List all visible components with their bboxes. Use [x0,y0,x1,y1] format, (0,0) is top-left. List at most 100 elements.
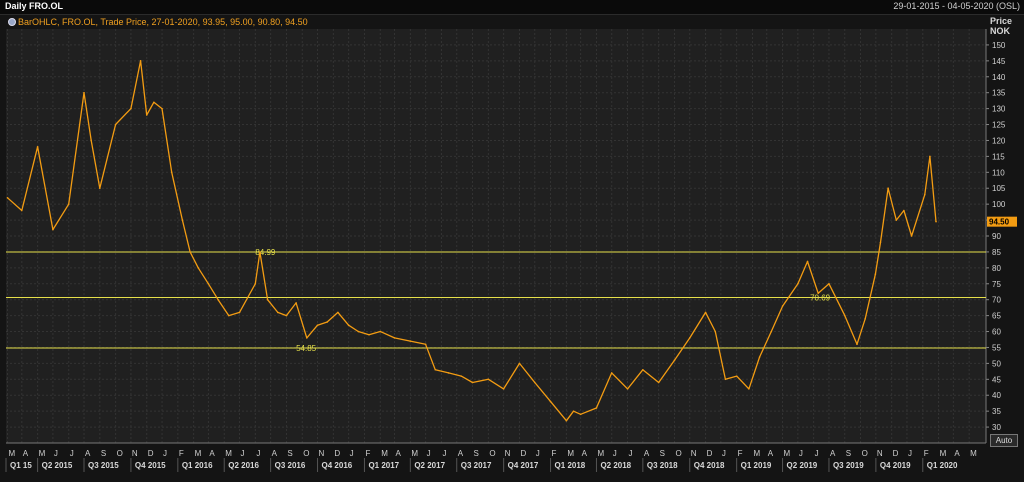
month-tick-label: J [442,449,446,458]
price-point [447,372,450,374]
price-point [409,340,412,342]
price-point [828,282,830,285]
month-tick-label: D [520,449,526,458]
month-tick-label: J [629,449,633,458]
price-point [879,241,882,244]
month-tick-label: A [954,449,960,458]
price-point [379,330,382,333]
price-point [579,413,582,416]
price-point [924,193,926,196]
price-point [337,311,339,314]
y-tick-label: 75 [992,280,1001,289]
y-tick-label: 50 [992,359,1001,368]
y-tick-label: 30 [992,423,1001,432]
month-tick-label: A [272,449,278,458]
quarter-tick-label: Q2 2016 [228,461,259,470]
y-tick-label: 45 [992,375,1001,384]
y-tick-label: 85 [992,248,1001,257]
price-point [357,330,360,333]
month-tick-label: M [597,449,604,458]
month-tick-label: M [753,449,760,458]
price-point [83,91,85,94]
quarter-tick-label: Q3 2019 [833,461,864,470]
price-point [572,410,575,412]
y-tick-label: 40 [992,391,1001,400]
month-tick-label: M [940,449,947,458]
month-tick-label: O [117,449,123,458]
month-tick-label: D [893,449,899,458]
price-point [887,187,889,190]
month-tick-label: N [505,449,511,458]
reference-line-label: 84.99 [255,248,276,257]
quarter-tick-label: Q1 2016 [182,461,213,470]
month-tick-label: F [365,449,370,458]
price-point [806,260,809,263]
month-tick-label: M [381,449,388,458]
price-point [259,251,261,253]
price-point [393,337,396,339]
month-tick-label: J [256,449,260,458]
auto-scale-button[interactable]: Auto [990,434,1018,447]
price-point [657,381,660,384]
price-point [549,400,552,403]
y-tick-label: 35 [992,407,1001,416]
quarter-tick-label: Q3 2015 [88,461,119,470]
quarter-tick-label: Q2 2018 [600,461,631,470]
month-tick-label: M [225,449,232,458]
price-point [153,101,155,104]
chart-title: Daily FRO.OL [5,1,64,11]
y-tick-label: 110 [992,168,1005,177]
price-point [266,298,269,301]
month-tick-label: A [23,449,29,458]
y-tick-label: 125 [992,121,1006,130]
price-point [502,388,505,390]
month-tick-label: A [644,449,650,458]
price-point [67,203,70,205]
price-point [254,282,257,285]
price-point [306,337,308,339]
month-tick-label: A [85,449,91,458]
price-point [130,107,132,110]
price-point [642,368,644,371]
price-label: Price [990,16,1013,26]
quarter-tick-label: Q3 2017 [461,461,492,470]
month-tick-label: J [163,449,167,458]
month-tick-label: S [101,449,106,458]
price-point [565,419,568,422]
price-series-line [7,60,937,422]
month-tick-label: J [427,449,431,458]
month-tick-label: A [209,449,215,458]
price-point [170,171,173,174]
price-point [518,362,521,365]
price-point [781,305,784,307]
price-point [817,292,820,295]
y-tick-label: 145 [992,57,1006,66]
month-tick-label: S [287,449,292,458]
quarter-tick-label: Q3 2018 [647,461,678,470]
quarter-tick-label: Q4 2015 [135,461,166,470]
month-tick-label: F [179,449,184,458]
price-point [228,314,230,317]
price-point [856,343,858,346]
month-tick-label: M [970,449,977,458]
title-bar: Daily FRO.OL 29-01-2015 - 04-05-2020 (OS… [0,0,1024,15]
month-tick-label: M [39,449,46,458]
price-point [910,235,913,237]
series-legend[interactable]: BarOHLC, FRO.OL, Trade Price, 27-01-2020… [8,17,308,27]
price-point [704,311,707,314]
y-tick-label: 55 [992,343,1001,352]
price-point [114,123,117,126]
price-point [460,375,463,377]
price-point [145,114,148,116]
price-point [139,60,142,62]
last-price-label: 94.50 [989,218,1010,227]
price-point [197,267,200,269]
month-tick-label: J [54,449,58,458]
price-point [217,298,219,301]
price-point [347,324,350,326]
price-point [99,187,101,190]
month-tick-label: M [567,449,574,458]
price-point [673,359,676,362]
y-tick-label: 60 [992,328,1001,337]
